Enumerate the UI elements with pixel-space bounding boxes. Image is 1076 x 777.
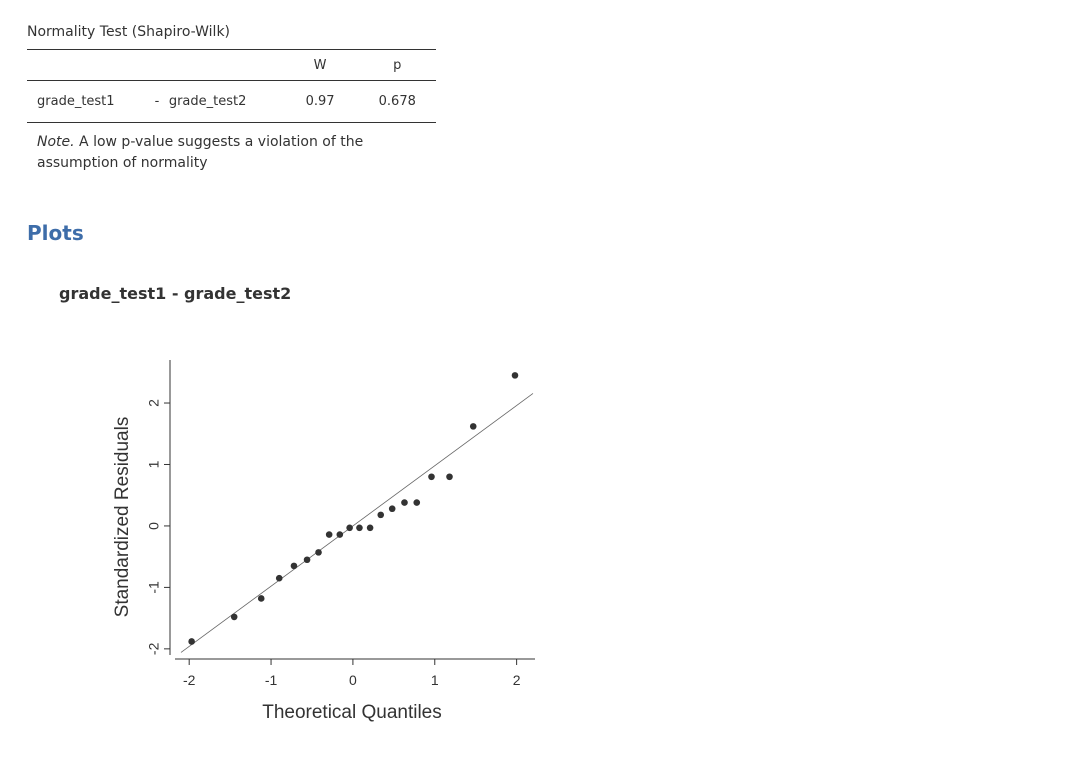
header-var1 xyxy=(27,50,145,81)
data-point xyxy=(346,524,353,532)
data-point xyxy=(257,595,265,602)
data-point xyxy=(356,524,363,532)
data-point xyxy=(428,473,435,481)
axes: -2 -1 0 1 2 -2 -1 0 1 2 xyxy=(146,360,535,688)
data-point xyxy=(413,499,421,506)
y-tick-label: -1 xyxy=(146,581,162,594)
reference-line-layer xyxy=(180,393,534,653)
data-point xyxy=(325,531,333,538)
plots-heading: Plots xyxy=(27,221,84,245)
data-point xyxy=(275,574,283,582)
data-point xyxy=(315,549,322,556)
plot-title: grade_test1 - grade_test2 xyxy=(59,284,292,303)
data-point xyxy=(336,531,344,538)
y-tick-label: -2 xyxy=(146,642,162,655)
x-axis-label: Theoretical Quantiles xyxy=(262,702,442,723)
cell-w: 0.97 xyxy=(305,94,335,109)
cell-var2: grade_test2 xyxy=(168,94,247,109)
x-tick-label: 2 xyxy=(513,672,521,688)
note-label: Note. xyxy=(37,134,75,150)
header-p: p xyxy=(393,57,402,73)
data-point xyxy=(446,473,453,481)
y-tick-label: 1 xyxy=(146,460,162,468)
data-point xyxy=(401,499,408,506)
data-point xyxy=(377,511,385,519)
header-sep xyxy=(145,50,169,81)
y-axis-label: Standardized Residuals xyxy=(112,417,133,618)
cell-p: 0.678 xyxy=(378,94,416,109)
x-tick-label: -2 xyxy=(183,672,196,688)
table-note: Note. A low p-value suggests a violation… xyxy=(37,132,397,174)
data-point xyxy=(303,556,311,564)
data-point xyxy=(469,423,477,430)
cell-var1: grade_test1 xyxy=(37,94,115,109)
reference-line xyxy=(180,393,534,653)
x-tick-label: 1 xyxy=(431,672,439,688)
data-point xyxy=(366,524,374,532)
header-var2 xyxy=(169,50,282,81)
data-point xyxy=(511,372,519,379)
table-title: Normality Test (Shapiro-Wilk) xyxy=(27,24,231,40)
data-point xyxy=(230,613,238,621)
x-tick-label: -1 xyxy=(265,672,278,688)
note-text: A low p-value suggests a violation of th… xyxy=(37,134,364,171)
y-tick-label: 2 xyxy=(146,399,162,407)
table-header-row: W p xyxy=(27,49,436,81)
points-layer xyxy=(188,372,519,645)
data-point xyxy=(388,505,396,513)
table-row: grade_test1 - grade_test2 0.97 0.678 xyxy=(27,81,436,123)
header-w: W xyxy=(313,57,327,73)
y-tick-label: 0 xyxy=(146,522,162,530)
x-tick-label: 0 xyxy=(349,672,357,688)
data-point xyxy=(290,562,298,570)
cell-sep: - xyxy=(154,94,160,109)
data-point xyxy=(188,638,195,645)
qq-plot: -2 -1 0 1 2 -2 -1 0 1 2 Theoretical Quantiles Sta… xyxy=(112,360,535,723)
results-table: W p grade_test1 - grade_test2 0.97 0.678 xyxy=(27,49,436,123)
